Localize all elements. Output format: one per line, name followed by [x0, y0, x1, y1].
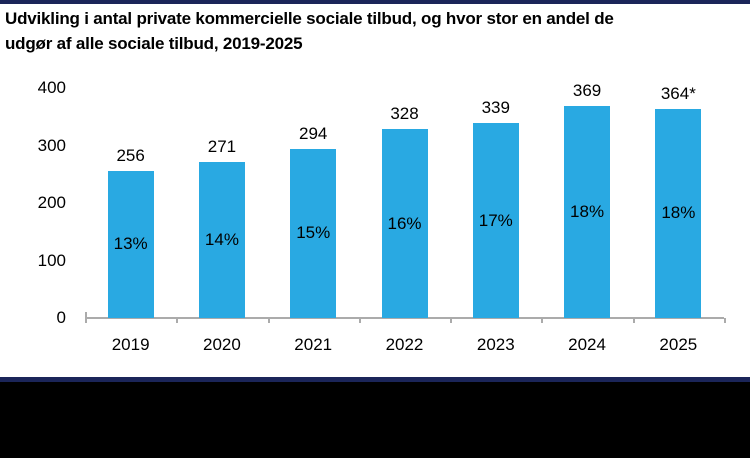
y-axis-label-0: 0 [56, 308, 66, 327]
x-axis-label-2023: 2023 [476, 335, 515, 354]
x-axis-tick-7 [724, 318, 726, 323]
bar-percent-label-2023: 17% [478, 210, 513, 230]
x-axis-label-2019: 2019 [111, 335, 150, 354]
bar-percent-label-2025: 18% [661, 203, 696, 223]
chart-title-line1: Udvikling i antal private kommercielle s… [5, 9, 614, 28]
x-axis-label-2025: 2025 [659, 335, 698, 354]
x-axis-tick-6 [632, 318, 635, 323]
x-axis-label-2020: 2020 [203, 335, 241, 354]
bar-percent-label-2024: 18% [570, 201, 605, 221]
x-axis-tick-4 [450, 318, 453, 323]
bar-value-label-2021: 294 [299, 123, 328, 143]
footer-black-bar [0, 382, 750, 458]
bar-value-label-2023: 339 [481, 98, 510, 118]
y-axis-label-300: 300 [37, 135, 66, 155]
x-axis-tick-0 [85, 318, 87, 323]
x-axis-label-2024: 2024 [568, 335, 606, 354]
origin-tick [85, 312, 87, 318]
bar-2023 [472, 123, 519, 318]
top-accent-line [0, 0, 750, 4]
bar-2025 [655, 108, 702, 318]
y-axis-label-200: 200 [37, 193, 66, 212]
bar-value-label-2020: 271 [207, 137, 237, 157]
x-axis-tick-1 [176, 318, 179, 323]
x-axis-label-2022: 2022 [385, 335, 424, 354]
bar-2024 [564, 105, 611, 318]
footer-accent-line [0, 377, 750, 382]
x-axis-tick-2 [267, 318, 270, 323]
bar-percent-label-2020: 14% [204, 230, 239, 250]
bar-2022 [381, 129, 428, 318]
y-axis-label-400: 400 [37, 78, 66, 97]
bar-value-label-2022: 328 [390, 104, 419, 124]
bar-value-label-2025: 364* [660, 83, 696, 103]
bar-percent-label-2019: 13% [113, 234, 148, 254]
x-axis-label-2021: 2021 [294, 335, 333, 354]
bar-2021 [290, 148, 337, 318]
bar-value-label-2024: 369 [572, 80, 602, 100]
x-axis-line [85, 317, 724, 319]
bar-2019 [107, 170, 154, 318]
chart-title-line2: udgør af alle sociale tilbud, 2019-2025 [5, 34, 303, 53]
y-axis-label-100: 100 [37, 250, 66, 270]
bar-value-label-2019: 256 [116, 145, 145, 165]
x-axis-tick-5 [541, 318, 544, 323]
x-axis-tick-3 [358, 318, 361, 323]
bar-percent-label-2022: 16% [387, 213, 422, 233]
chart-title: Udvikling i antal private kommercielle s… [5, 6, 735, 56]
bar-percent-label-2021: 15% [296, 223, 331, 243]
bar-2020 [198, 162, 245, 318]
